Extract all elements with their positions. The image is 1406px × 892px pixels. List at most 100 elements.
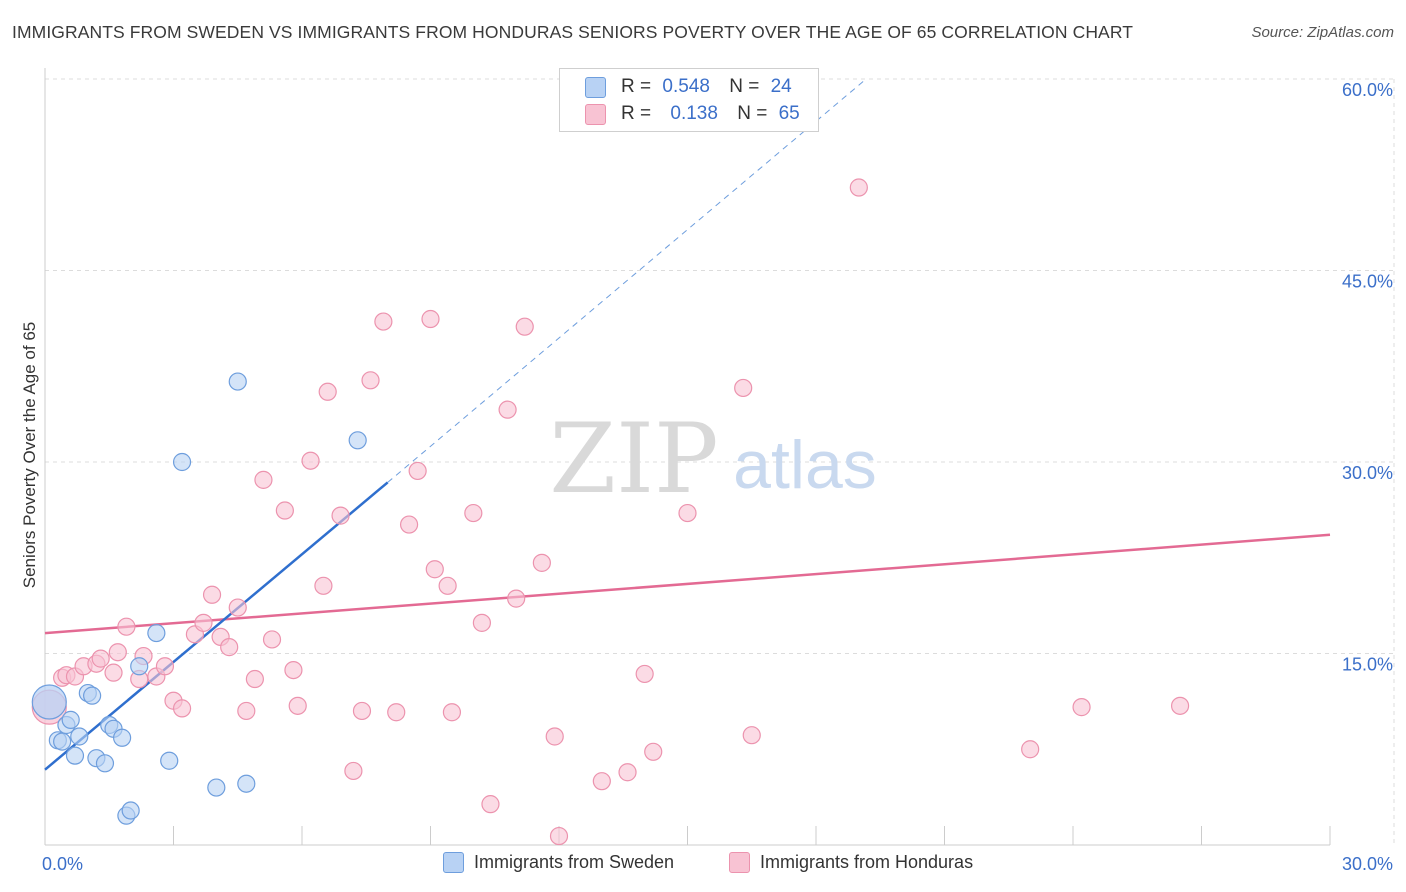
honduras-point bbox=[91, 649, 110, 668]
series-legend-honduras[interactable]: Immigrants from Honduras bbox=[729, 852, 973, 873]
honduras-point bbox=[117, 617, 136, 636]
honduras-point bbox=[344, 761, 363, 781]
y-tick-label: 30.0% bbox=[1342, 463, 1393, 483]
honduras-point bbox=[678, 503, 697, 523]
sweden-legend-swatch bbox=[443, 852, 464, 873]
y-axis-label: Seniors Poverty Over the Age of 65 bbox=[20, 321, 39, 589]
y-tick-label: 45.0% bbox=[1342, 272, 1393, 292]
honduras-point bbox=[284, 660, 303, 680]
x-tick-label: 30.0% bbox=[1342, 854, 1393, 874]
data-points bbox=[31, 97, 1190, 846]
honduras-point bbox=[172, 699, 192, 718]
honduras-point bbox=[442, 703, 462, 722]
honduras-point bbox=[245, 669, 264, 689]
honduras-point bbox=[644, 742, 663, 761]
honduras-point bbox=[275, 501, 294, 520]
correlation-legend: R = 0.548 N = 24 R = 0.138 N = 65 bbox=[559, 68, 819, 132]
watermark-atlas: atlas bbox=[733, 427, 877, 503]
honduras-point bbox=[472, 613, 491, 632]
honduras-point bbox=[399, 515, 419, 534]
sweden-trend-line bbox=[44, 481, 389, 771]
honduras-point bbox=[549, 826, 569, 846]
honduras-point bbox=[301, 451, 320, 470]
sweden-point bbox=[83, 686, 102, 705]
sweden-point bbox=[228, 372, 247, 391]
honduras-point bbox=[108, 643, 127, 662]
sweden-point bbox=[237, 774, 256, 793]
sweden-swatch bbox=[585, 76, 606, 98]
legend-sweden-n: 24 bbox=[770, 76, 792, 97]
sweden-point bbox=[61, 710, 80, 729]
honduras-point bbox=[237, 701, 256, 721]
legend-sweden-r: 0.548 bbox=[662, 76, 710, 97]
watermark-zip: ZIP bbox=[549, 403, 718, 515]
honduras-point bbox=[1021, 740, 1040, 759]
sweden-point bbox=[95, 754, 115, 773]
honduras-point bbox=[507, 589, 526, 608]
honduras-point bbox=[742, 726, 761, 745]
honduras-legend-label: Immigrants from Honduras bbox=[760, 852, 974, 872]
honduras-point bbox=[314, 576, 333, 595]
honduras-point bbox=[374, 312, 393, 331]
sweden-point bbox=[130, 657, 149, 676]
legend-n-label: N = bbox=[729, 76, 760, 97]
series-legend: Immigrants from Sweden Immigrants from H… bbox=[0, 852, 1406, 878]
honduras-point bbox=[545, 727, 564, 746]
chart-title: IMMIGRANTS FROM SWEDEN VS IMMIGRANTS FRO… bbox=[12, 22, 1134, 42]
honduras-point bbox=[592, 772, 611, 791]
sweden-trend-extension bbox=[387, 81, 864, 483]
honduras-point bbox=[734, 378, 753, 398]
honduras-point bbox=[421, 309, 440, 329]
honduras-point bbox=[361, 371, 380, 390]
honduras-point bbox=[498, 400, 517, 419]
sweden-point bbox=[53, 732, 72, 751]
sweden-point bbox=[65, 746, 85, 765]
sweden-point bbox=[70, 727, 89, 746]
honduras-point bbox=[425, 560, 444, 579]
honduras-swatch bbox=[585, 103, 606, 125]
legend-n-label: N = bbox=[737, 103, 768, 124]
watermark: ZIP atlas bbox=[549, 403, 876, 515]
legend-honduras-r: 0.138 bbox=[670, 103, 718, 124]
honduras-point bbox=[635, 664, 654, 684]
honduras-point bbox=[515, 317, 534, 336]
honduras-point bbox=[352, 701, 372, 721]
y-tick-label: 60.0% bbox=[1342, 80, 1393, 100]
honduras-point bbox=[220, 638, 239, 657]
honduras-point bbox=[318, 382, 337, 401]
honduras-point bbox=[849, 178, 868, 197]
chart-source: Source: ZipAtlas.com bbox=[1251, 24, 1394, 41]
honduras-point bbox=[532, 553, 551, 572]
honduras-point bbox=[104, 663, 123, 682]
x-tick-label: 0.0% bbox=[42, 854, 83, 874]
honduras-point bbox=[1170, 696, 1190, 715]
honduras-point bbox=[331, 506, 350, 525]
sweden-point bbox=[147, 623, 166, 643]
honduras-point bbox=[194, 613, 213, 632]
honduras-point bbox=[228, 598, 247, 617]
legend-r-label: R = bbox=[621, 76, 652, 97]
honduras-point bbox=[438, 576, 457, 595]
honduras-point bbox=[464, 503, 483, 523]
sweden-point bbox=[207, 778, 226, 797]
honduras-point bbox=[288, 696, 307, 715]
sweden-point bbox=[348, 431, 367, 450]
series-legend-sweden[interactable]: Immigrants from Sweden bbox=[443, 852, 674, 873]
honduras-point bbox=[202, 585, 222, 604]
grid-lines bbox=[45, 78, 1395, 845]
legend-r-label: R = bbox=[621, 103, 652, 124]
sweden-point bbox=[172, 452, 192, 472]
honduras-point bbox=[254, 470, 273, 489]
honduras-point bbox=[387, 703, 406, 722]
honduras-point bbox=[262, 630, 282, 649]
honduras-point bbox=[155, 657, 175, 676]
honduras-trend-line bbox=[44, 533, 1331, 635]
honduras-point bbox=[481, 795, 500, 814]
sweden-point bbox=[31, 684, 67, 720]
honduras-point bbox=[618, 763, 637, 782]
legend-honduras-n: 65 bbox=[778, 103, 800, 124]
y-tick-label: 15.0% bbox=[1342, 655, 1393, 675]
sweden-point bbox=[112, 728, 132, 747]
sweden-point bbox=[160, 751, 179, 770]
